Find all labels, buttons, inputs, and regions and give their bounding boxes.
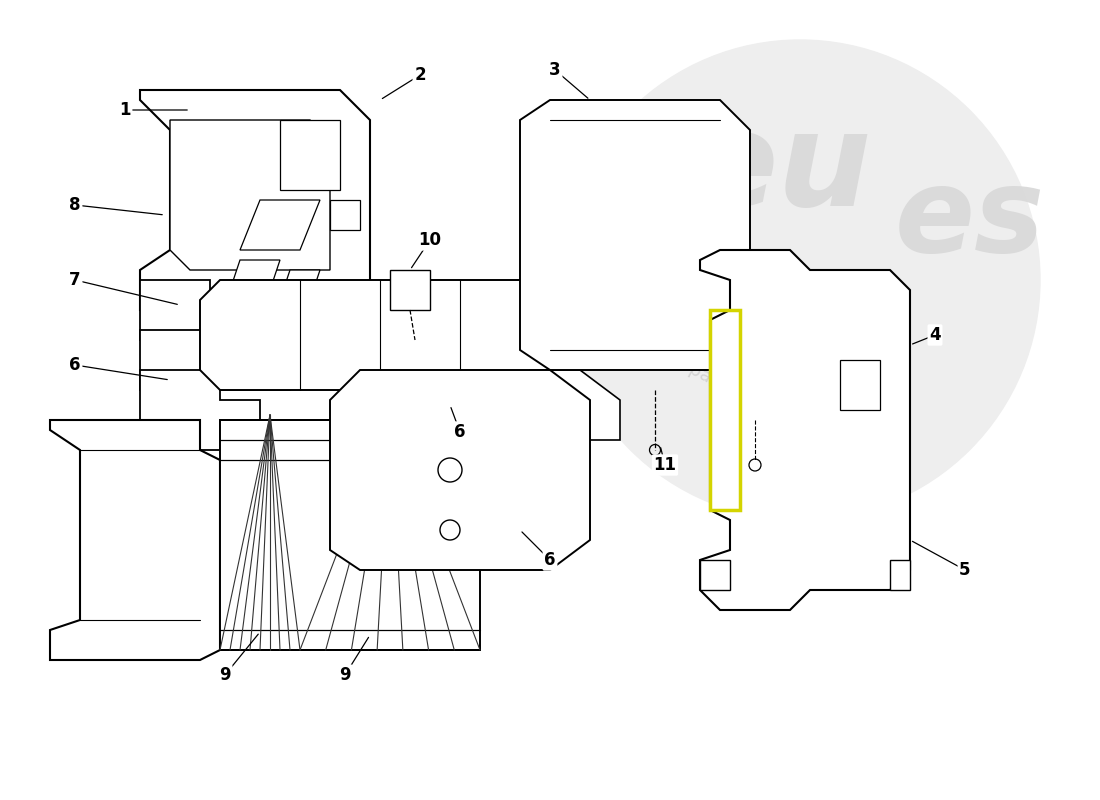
Polygon shape xyxy=(140,90,370,310)
Polygon shape xyxy=(840,360,880,410)
Polygon shape xyxy=(280,120,340,190)
Polygon shape xyxy=(140,330,310,390)
Text: 2: 2 xyxy=(415,66,426,84)
Polygon shape xyxy=(50,420,220,660)
Polygon shape xyxy=(530,370,620,440)
Polygon shape xyxy=(890,560,910,590)
Text: 11: 11 xyxy=(653,456,676,474)
Polygon shape xyxy=(700,560,730,590)
Text: 5: 5 xyxy=(959,561,970,579)
Text: 7: 7 xyxy=(69,271,80,289)
Polygon shape xyxy=(390,270,430,310)
Text: 8: 8 xyxy=(69,196,80,214)
Text: 6: 6 xyxy=(544,551,556,569)
Text: 9: 9 xyxy=(219,666,231,684)
Text: 6: 6 xyxy=(69,356,80,374)
Polygon shape xyxy=(170,120,330,270)
Text: eu: eu xyxy=(689,106,871,234)
Polygon shape xyxy=(200,280,580,390)
Polygon shape xyxy=(140,370,260,450)
Text: 6: 6 xyxy=(454,423,465,441)
Polygon shape xyxy=(330,370,590,570)
Polygon shape xyxy=(140,280,250,340)
Text: 3: 3 xyxy=(549,61,561,79)
Text: 9: 9 xyxy=(339,666,351,684)
Polygon shape xyxy=(240,200,320,250)
Text: 4: 4 xyxy=(930,326,940,344)
Polygon shape xyxy=(700,250,910,610)
Polygon shape xyxy=(520,100,750,370)
Text: 10: 10 xyxy=(418,231,441,249)
Polygon shape xyxy=(330,200,360,230)
Text: 1: 1 xyxy=(119,101,131,119)
Polygon shape xyxy=(220,420,480,650)
Text: since 1985: since 1985 xyxy=(732,404,909,516)
Text: a passion for parts: a passion for parts xyxy=(671,353,828,447)
Circle shape xyxy=(560,40,1040,520)
Polygon shape xyxy=(280,270,320,300)
Text: es: es xyxy=(895,162,1045,278)
Polygon shape xyxy=(230,260,280,290)
